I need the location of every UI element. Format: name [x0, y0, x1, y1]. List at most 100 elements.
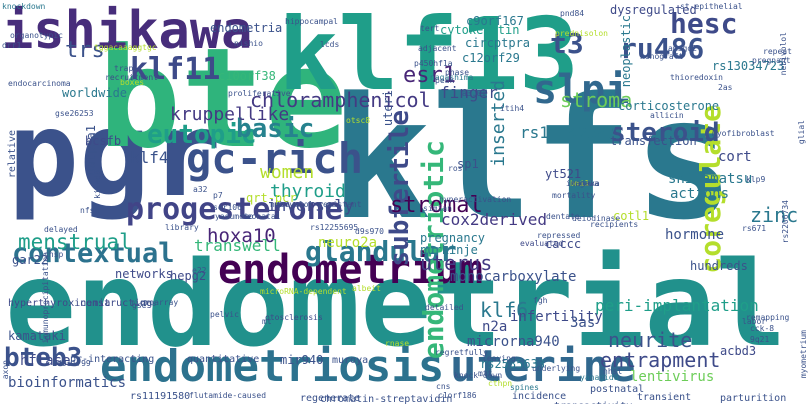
cloud-word: esr1: [403, 63, 456, 88]
cloud-word: 9q21: [750, 335, 770, 344]
cloud-word: constructing: [80, 298, 153, 309]
cloud-word: bte: [98, 18, 348, 179]
cloud-word: steroid: [610, 118, 720, 148]
cloud-word: circptpra: [465, 36, 531, 50]
cloud-word: rs11142387: [520, 123, 617, 142]
cloud-word: hesc: [670, 7, 738, 40]
cloud-word: quantitative: [187, 354, 260, 365]
cloud-word: c12orf29: [462, 51, 520, 65]
cloud-word: inversely: [267, 196, 354, 215]
cloud-word: nebivolol: [779, 32, 788, 76]
cloud-word: subfertile: [385, 110, 415, 267]
cloud-word: cthpn: [488, 379, 513, 388]
cloud-word: library: [165, 223, 199, 232]
cloud-word: myometrium: [799, 330, 808, 379]
cloud-word: delayed: [44, 225, 78, 234]
cloud-word: itih4: [500, 104, 525, 113]
cloud-word: pregnancy: [420, 231, 486, 245]
cloud-word: mt: [262, 317, 272, 326]
cloud-word: mir940: [280, 353, 324, 367]
cloud-word: tert: [420, 24, 440, 33]
cloud-word: fos: [142, 299, 157, 308]
cloud-word: ishikawa: [2, 1, 253, 61]
cloud-word: albeit: [352, 284, 381, 293]
cloud-word: lentivirus: [630, 369, 715, 385]
cloud-word: worldwide: [62, 86, 128, 100]
cloud-word: uteri: [381, 90, 395, 127]
cloud-word: spines: [510, 383, 539, 392]
cloud-word: hyperactivation: [439, 195, 512, 204]
cloud-word: basic: [236, 114, 315, 144]
cloud-word: axon: [1, 360, 10, 380]
cloud-word: lcds: [320, 40, 340, 49]
cloud-word: corticosterone: [618, 99, 720, 113]
cloud-word: trs: [65, 38, 105, 63]
cloud-word: klf4: [130, 148, 169, 167]
cloud-word: bteb3: [4, 343, 83, 373]
cloud-word: repressed: [537, 231, 581, 240]
cloud-word: knock-down: [454, 371, 503, 380]
cloud-word: hormone: [665, 227, 725, 243]
cloud-word: fgh: [533, 296, 548, 305]
cloud-word: transactivity: [554, 402, 632, 404]
cloud-word: immunoprecipitation: [41, 252, 50, 344]
cloud-word: caccc: [545, 237, 582, 251]
cloud-word: pelvic: [210, 310, 239, 319]
cloud-word: transient: [637, 392, 692, 403]
cloud-word: rs12255695: [310, 223, 359, 232]
cloud-word: t3: [550, 27, 584, 60]
cloud-word: labor: [742, 317, 767, 326]
cloud-word: klf6: [480, 298, 529, 322]
cloud-word: rs671: [742, 224, 767, 233]
cloud-word: stroma: [560, 88, 633, 112]
cloud-word: hepg2: [170, 269, 207, 283]
cloud-word: ser106: [213, 203, 242, 212]
cloud-word: recruitment: [105, 73, 158, 82]
cloud-word: a32: [193, 185, 208, 194]
cloud-word: cort: [718, 149, 752, 165]
cloud-word: deiodinase: [572, 214, 621, 223]
cloud-word: monocarboxylate: [450, 269, 577, 285]
cloud-word: relative: [7, 130, 18, 179]
cloud-word: gar22: [12, 253, 49, 267]
cloud-word: 2as: [718, 83, 733, 92]
cloud-word: uterus: [420, 251, 493, 275]
cloud-word: acbd3: [720, 344, 757, 358]
cloud-word: rs13034723: [712, 59, 785, 73]
cloud-word: boxes: [120, 78, 145, 87]
cloud-word: microRNA-dependent: [260, 287, 347, 296]
cloud-word: cns: [436, 382, 451, 391]
cloud-word: eutopic: [147, 120, 257, 150]
cloud-word: simian: [423, 204, 452, 213]
cloud-word: p450hf1a: [414, 59, 453, 68]
cloud-word: adjacent: [418, 44, 457, 53]
cloud-word: gse: [132, 301, 147, 310]
cloud-word: leaving: [482, 354, 516, 363]
cloud-word: yasumoto: [215, 212, 254, 221]
cloud-word: chloramphenicol: [250, 88, 431, 112]
cloud-word: cox2derived: [441, 210, 547, 229]
cloud-word: pgr: [8, 85, 222, 223]
cloud-word: finger: [440, 83, 498, 102]
cloud-word: microrna940: [467, 334, 560, 350]
cloud-word: nagashima: [430, 73, 474, 82]
cloud-word: uterine: [450, 341, 636, 392]
cloud-word: hoxa10: [207, 225, 276, 247]
cloud-word: remapping: [746, 313, 790, 322]
cloud-word: ros: [448, 164, 463, 173]
cloud-word: transwell: [194, 236, 281, 255]
cloud-word: cytokeratin: [440, 23, 520, 37]
cloud-word: kruppellike: [170, 104, 290, 125]
cloud-word: networks: [115, 267, 173, 281]
cloud-word: neoplastic: [619, 15, 633, 88]
cloud-word: 3as: [570, 315, 596, 331]
cloud-word: mtt: [478, 369, 493, 378]
cloud-word: shiramatsu: [668, 171, 753, 187]
cloud-word: endometrial: [5, 235, 787, 373]
cloud-word: peri-implantation: [595, 296, 759, 315]
cloud-word: nfse: [80, 206, 100, 215]
cloud-word: d9s970: [355, 227, 384, 236]
cloud-word: thioredoxin: [670, 73, 723, 82]
cloud-word: hundreds: [690, 259, 748, 273]
cloud-word: parturition: [720, 393, 787, 404]
